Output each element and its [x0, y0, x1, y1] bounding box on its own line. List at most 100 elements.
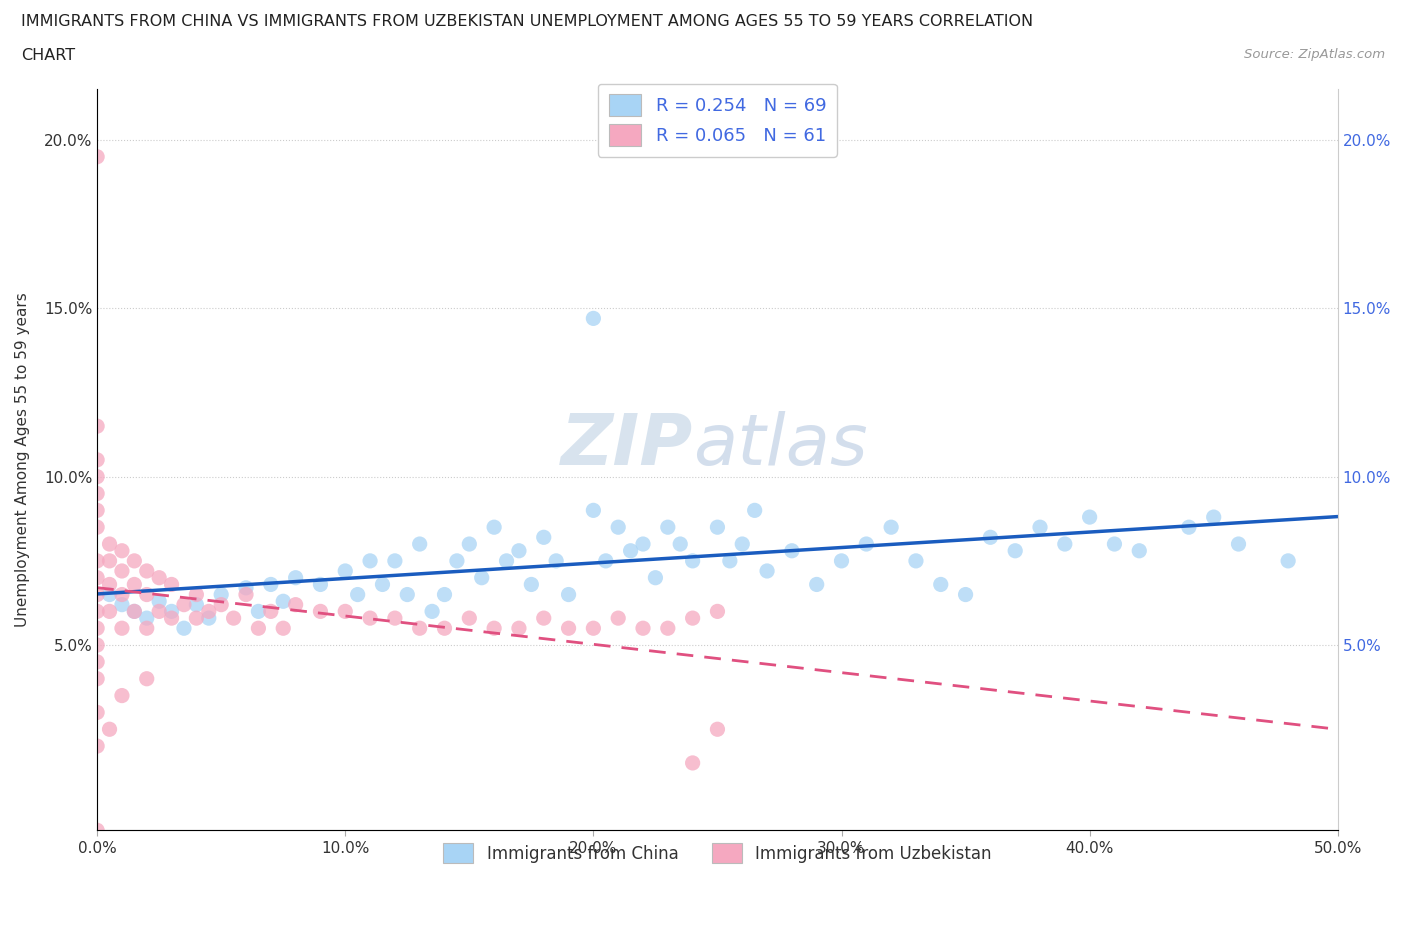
Point — [111, 688, 134, 703]
Point — [409, 621, 432, 636]
Point — [433, 621, 456, 636]
Point — [346, 587, 368, 602]
Point — [557, 621, 579, 636]
Text: Source: ZipAtlas.com: Source: ZipAtlas.com — [1244, 48, 1385, 61]
Point — [148, 570, 170, 585]
Point — [111, 597, 134, 612]
Point — [247, 604, 270, 618]
Point — [557, 587, 579, 602]
Point — [682, 611, 704, 626]
Point — [111, 621, 134, 636]
Point — [86, 553, 108, 568]
Point — [209, 597, 232, 612]
Point — [1104, 537, 1126, 551]
Point — [929, 577, 952, 591]
Point — [508, 621, 530, 636]
Point — [1178, 520, 1201, 535]
Point — [98, 722, 121, 737]
Point — [86, 655, 108, 670]
Point — [86, 452, 108, 467]
Point — [706, 520, 728, 535]
Point — [86, 503, 108, 518]
Point — [86, 604, 108, 618]
Point — [744, 503, 766, 518]
Point — [235, 587, 257, 602]
Point — [731, 537, 754, 551]
Point — [482, 520, 505, 535]
Point — [1053, 537, 1076, 551]
Point — [855, 537, 877, 551]
Point — [86, 705, 108, 720]
Point — [718, 553, 741, 568]
Point — [371, 577, 394, 591]
Point — [124, 577, 146, 591]
Point — [86, 418, 108, 433]
Point — [806, 577, 828, 591]
Point — [657, 621, 679, 636]
Point — [86, 486, 108, 501]
Point — [124, 604, 146, 618]
Point — [86, 587, 108, 602]
Point — [546, 553, 568, 568]
Point — [86, 621, 108, 636]
Point — [135, 671, 157, 686]
Point — [160, 604, 183, 618]
Point — [495, 553, 517, 568]
Point — [86, 671, 108, 686]
Point — [235, 580, 257, 595]
Point — [98, 587, 121, 602]
Point — [780, 543, 803, 558]
Point — [396, 587, 419, 602]
Point — [111, 564, 134, 578]
Point — [508, 543, 530, 558]
Point — [160, 611, 183, 626]
Point — [1128, 543, 1150, 558]
Point — [98, 537, 121, 551]
Point — [359, 611, 381, 626]
Point — [86, 823, 108, 838]
Point — [86, 470, 108, 485]
Point — [955, 587, 977, 602]
Point — [135, 621, 157, 636]
Text: CHART: CHART — [21, 48, 75, 63]
Point — [756, 564, 779, 578]
Point — [595, 553, 617, 568]
Point — [222, 611, 245, 626]
Point — [471, 570, 494, 585]
Point — [160, 577, 183, 591]
Point — [197, 611, 219, 626]
Point — [197, 604, 219, 618]
Point — [1227, 537, 1250, 551]
Point — [309, 604, 332, 618]
Point — [148, 594, 170, 609]
Point — [247, 621, 270, 636]
Point — [644, 570, 666, 585]
Point — [186, 597, 208, 612]
Point — [1202, 510, 1225, 525]
Point — [458, 537, 481, 551]
Point — [384, 611, 406, 626]
Point — [186, 587, 208, 602]
Point — [482, 621, 505, 636]
Point — [359, 553, 381, 568]
Point — [86, 638, 108, 653]
Point — [533, 530, 555, 545]
Point — [620, 543, 643, 558]
Point — [520, 577, 543, 591]
Point — [284, 570, 307, 585]
Point — [706, 722, 728, 737]
Point — [111, 543, 134, 558]
Point — [209, 587, 232, 602]
Point — [173, 621, 195, 636]
Point — [669, 537, 692, 551]
Point — [831, 553, 853, 568]
Legend: Immigrants from China, Immigrants from Uzbekistan: Immigrants from China, Immigrants from U… — [437, 836, 998, 870]
Point — [124, 553, 146, 568]
Point — [98, 577, 121, 591]
Point — [86, 570, 108, 585]
Point — [631, 621, 654, 636]
Point — [186, 611, 208, 626]
Point — [260, 577, 283, 591]
Point — [582, 503, 605, 518]
Point — [420, 604, 443, 618]
